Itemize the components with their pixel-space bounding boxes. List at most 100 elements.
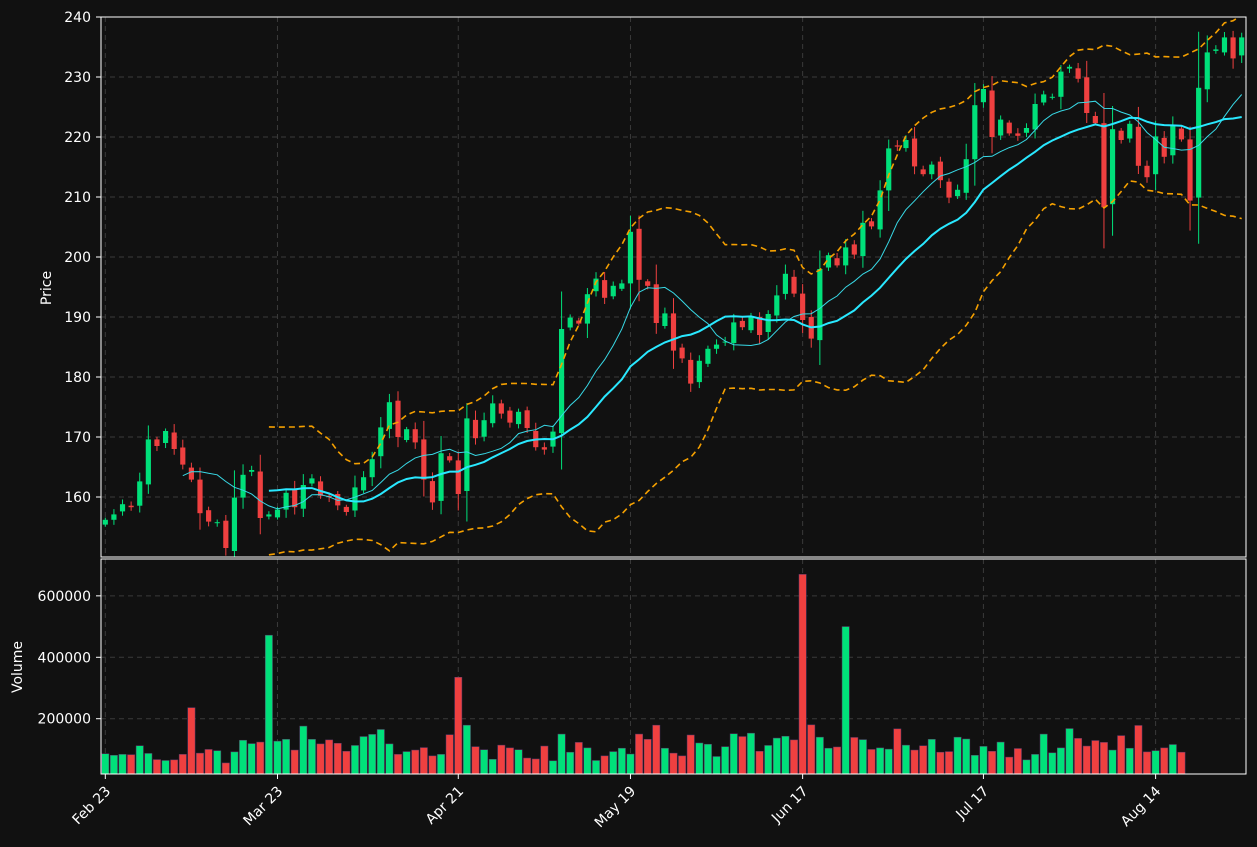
candle-body [1196,87,1202,198]
volume-bar [790,739,798,775]
candle-body [636,228,642,280]
volume-bar [566,751,575,775]
volume-tick-label: 200000 [38,712,91,728]
candle-body [429,481,436,503]
volume-bar [970,755,979,775]
candle-body [696,360,702,383]
volume-bar [264,634,273,775]
volume-bar [325,739,334,775]
candle-body [162,431,169,443]
volume-bar [170,759,179,775]
candle-body [765,314,771,332]
volume-bar [867,749,876,775]
price-tick-label: 160 [64,490,91,506]
candle-body [1204,52,1210,90]
volume-bar [927,739,936,775]
candle-body [455,460,461,494]
candle-body [214,522,220,524]
candle-body [490,403,496,424]
x-tick-label: Jul 17 [953,784,993,824]
candle-body [705,348,711,364]
candle-body [231,497,238,551]
candle-body [1127,123,1133,139]
candle-body [998,119,1004,136]
price-axis-label: Price [39,271,55,305]
volume-bar [1168,744,1177,775]
sma-slow-line [268,116,1242,503]
volume-bar [953,736,962,775]
candle-body [1058,71,1064,97]
candle-body [972,105,978,160]
candle-body [128,505,134,508]
volume-bar [135,745,144,775]
x-tick-label: Mar 23 [241,784,287,830]
candle-body [498,403,504,414]
candle-body [576,320,582,324]
price-tick-label: 230 [64,70,91,86]
candle-body [1221,37,1228,53]
volume-bar [1082,745,1091,775]
volume-bar [609,751,618,775]
volume-bar [385,743,394,775]
volume-bar [247,743,256,775]
sma-fast-line [182,94,1243,510]
volume-bar [574,742,583,775]
volume-bar [652,724,661,775]
volume-bar [643,739,652,775]
candle-body [1049,96,1055,98]
candle-body [774,295,780,316]
candle-body [886,148,892,191]
volume-frame [100,558,1247,775]
candle-body [171,432,177,449]
volume-bar [1039,733,1048,775]
candle-body [447,456,453,461]
volume-panel: 200000 400000 600000 [38,558,1247,775]
candle-body [283,492,289,510]
volume-bar [445,734,454,775]
candle-body [670,313,677,351]
candle-body [602,280,608,298]
volume-bar [1074,738,1083,775]
price-tick-label: 170 [64,430,91,446]
volume-bar [617,747,626,775]
candle-body [515,411,522,425]
candle-body [610,285,616,297]
candle-body [584,294,590,324]
volume-bar [1117,735,1126,775]
volume-bar [1160,747,1169,775]
candle-body [851,244,857,255]
candle-body [404,429,410,440]
volume-bar [884,748,893,775]
candle-body [782,273,788,294]
volume-bar [721,746,730,775]
candle-body [524,410,530,428]
volume-bar [1100,742,1108,775]
candle-body [817,269,823,341]
candle-body [1178,128,1185,140]
volume-bar [299,725,308,775]
volume-bar [359,736,368,775]
volume-bar [678,755,687,775]
candle-body [145,439,151,485]
candle-body [653,284,659,323]
volume-bar [428,755,437,775]
candle-body [378,427,384,457]
candle-body [937,161,943,181]
volume-bar [635,733,643,775]
candle-body [679,347,685,359]
volume-bar [497,744,506,775]
volume-bar [1031,754,1039,775]
volume-bar [1022,759,1031,775]
volume-bar [204,749,213,775]
volume-bar [1065,728,1074,775]
candle-body [206,510,212,522]
volume-bar [480,749,489,775]
candle-body [722,341,728,343]
candle-body [266,514,272,517]
candle-body [360,477,367,491]
price-panel: 160 170 180 190 200 210 220 230 240 [64,10,1247,558]
candle-body [119,504,126,512]
candle-body [731,322,737,344]
candle-body [1170,125,1176,156]
